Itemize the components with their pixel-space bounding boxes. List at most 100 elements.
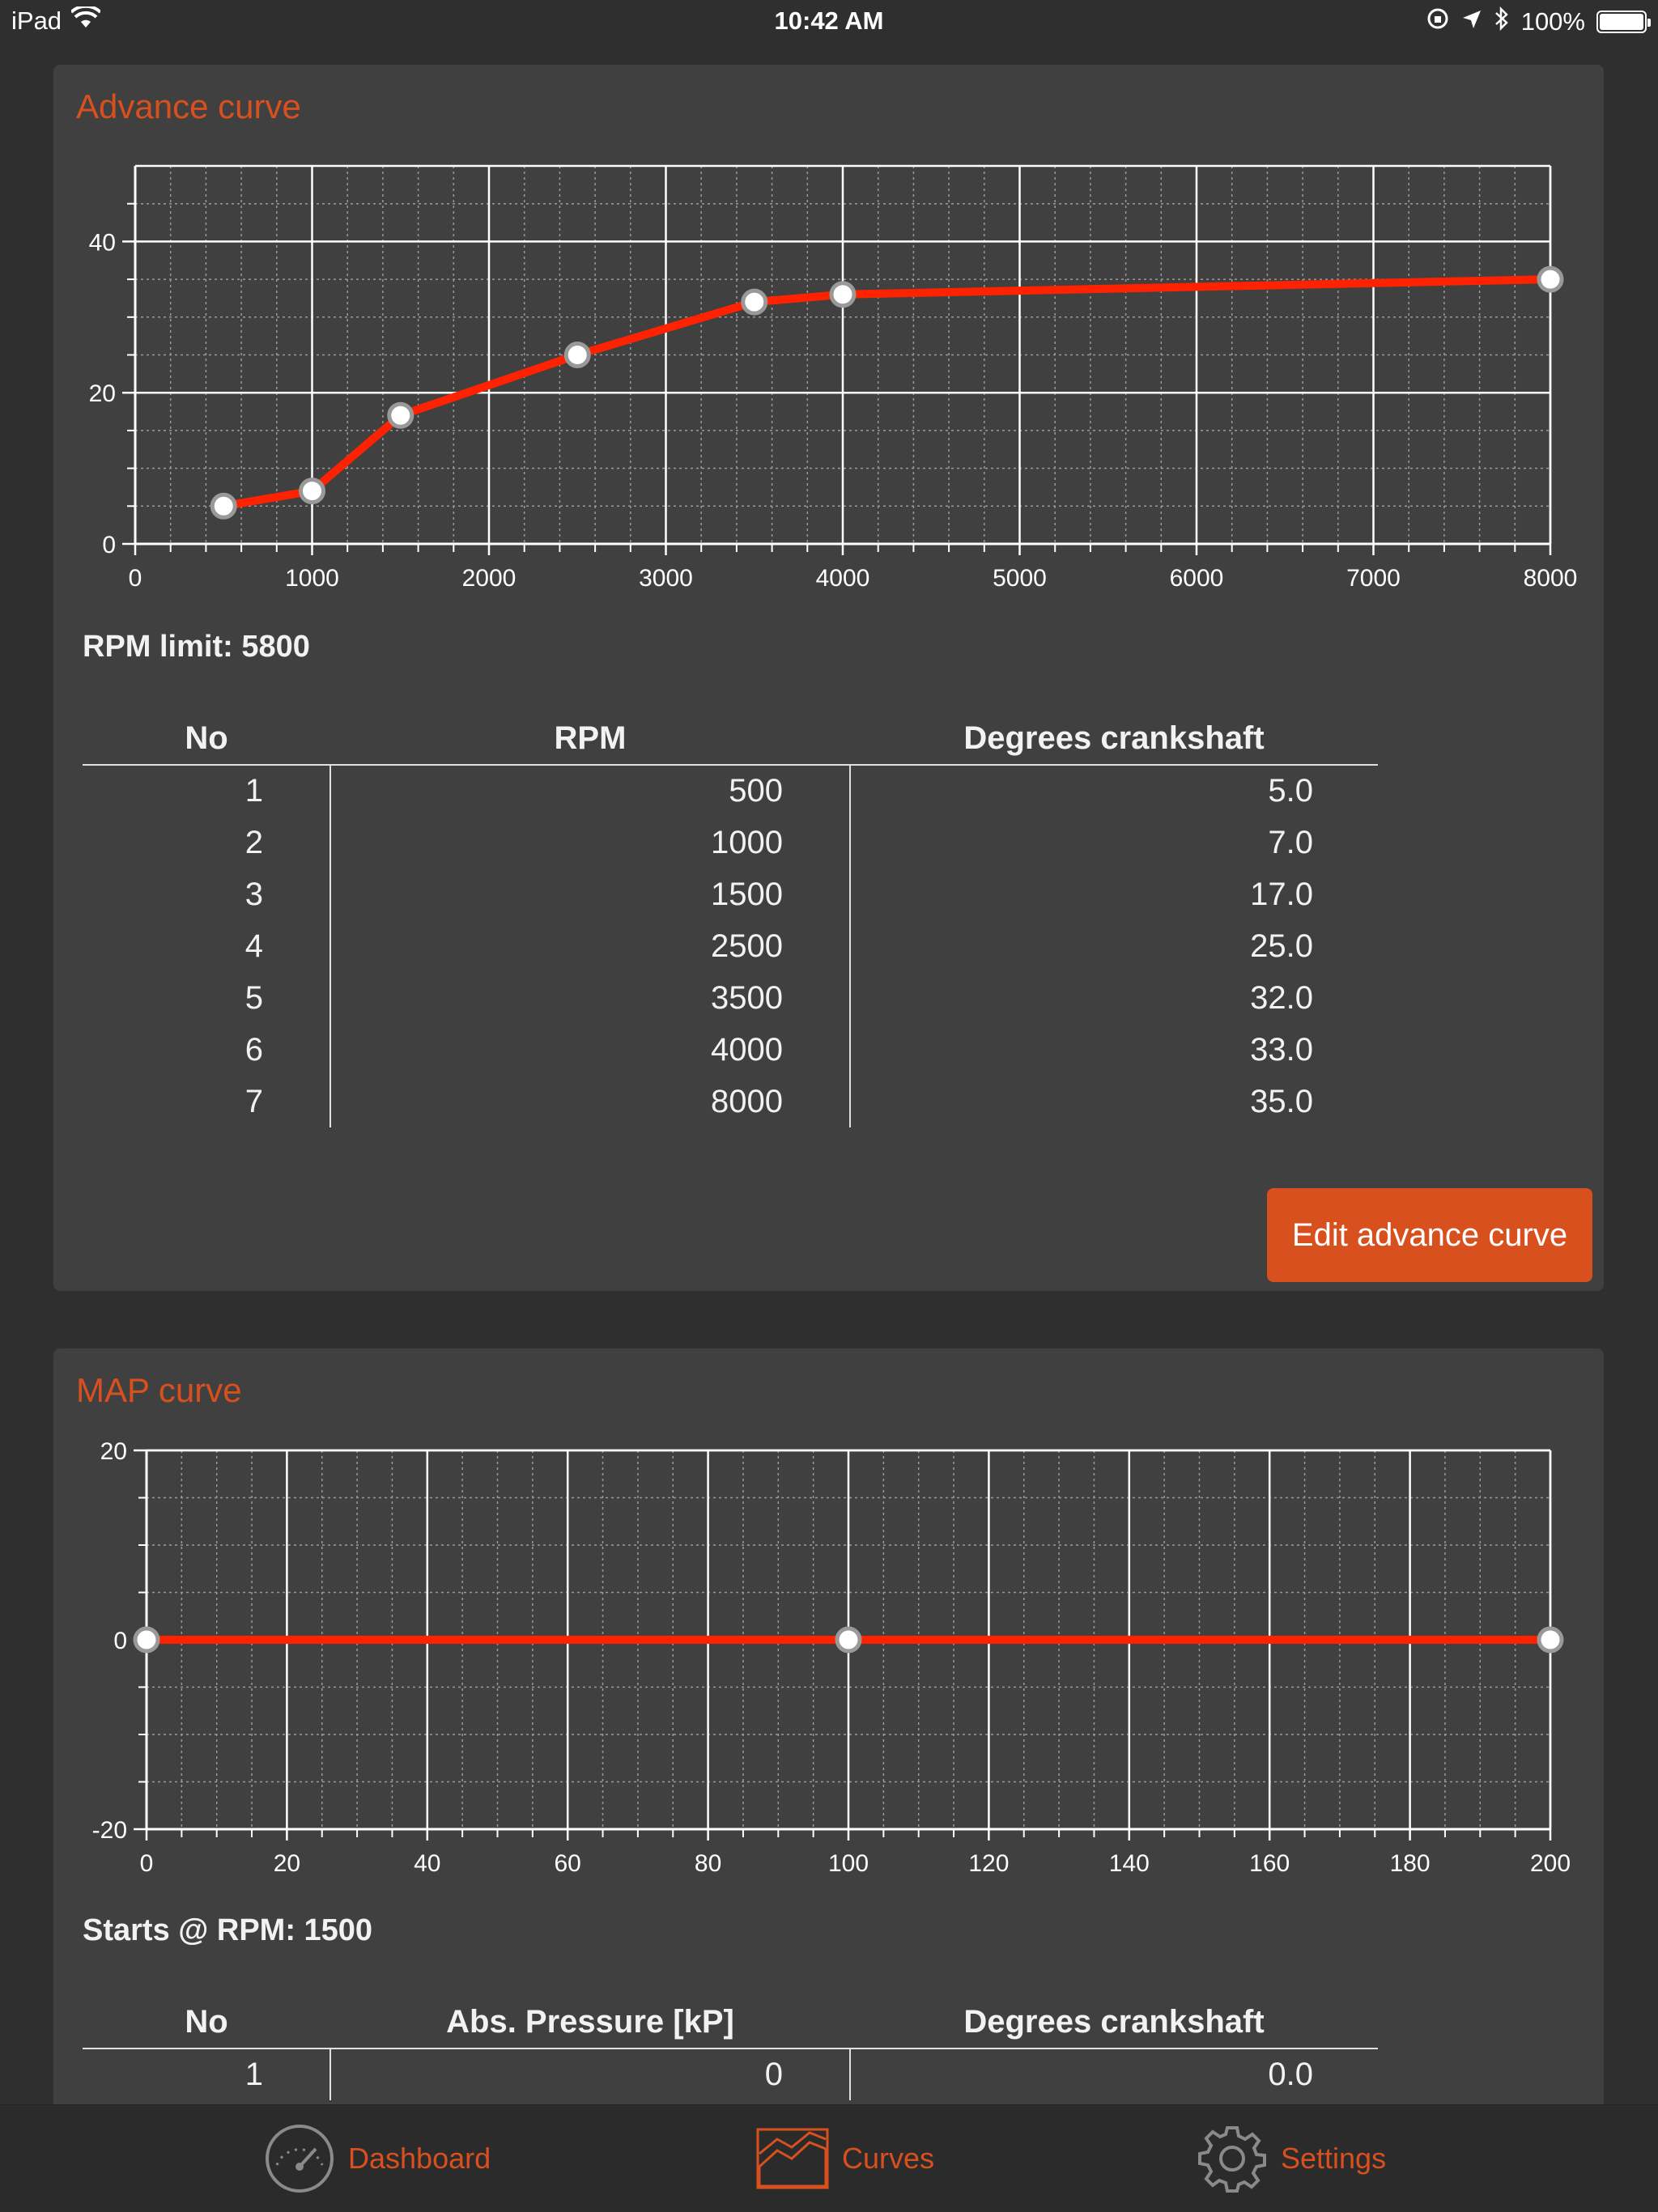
degrees-cell: 32.0: [849, 972, 1378, 1024]
x-tick-label: 100: [828, 1850, 869, 1877]
row-number: 2: [244, 824, 263, 860]
map-curve-title: MAP curve: [76, 1371, 242, 1409]
tab-dashboard[interactable]: Dashboard: [264, 2123, 491, 2194]
x-tick-label: 160: [1249, 1850, 1290, 1877]
x-tick-label: 200: [1530, 1850, 1571, 1877]
x-tick-label: 20: [274, 1850, 300, 1877]
x-tick-label: 3000: [639, 565, 693, 592]
bluetooth-icon: [1494, 6, 1510, 37]
x-tick-label: 140: [1109, 1850, 1150, 1877]
gear-icon: [1197, 2123, 1268, 2194]
data-point: [829, 281, 857, 308]
x-tick-label: 40: [414, 1850, 440, 1877]
row-number: 5: [244, 979, 263, 1016]
data-point: [210, 492, 237, 520]
advance-curve-title: Advance curve: [76, 87, 301, 125]
degrees-cell: 33.0: [849, 1024, 1378, 1076]
y-tick-label: 0: [113, 1628, 127, 1654]
rpm-cell: 1500: [329, 868, 850, 920]
battery-percent: 100%: [1520, 7, 1585, 36]
curve-chart-icon: [756, 2126, 829, 2191]
tab-settings[interactable]: Settings: [1197, 2123, 1386, 2194]
pressure-cell: 0: [329, 2049, 850, 2100]
table-row: 3 1500 17.0: [83, 868, 1378, 920]
data-point: [299, 478, 325, 505]
data-point: [133, 1626, 160, 1654]
row-number: 3: [244, 876, 263, 912]
rotation-lock-icon: [1426, 6, 1450, 37]
x-tick-label: 1000: [285, 565, 339, 592]
column-header-no: No: [83, 1996, 330, 2049]
x-tick-label: 8000: [1524, 565, 1578, 592]
battery-icon: [1596, 11, 1651, 33]
degrees-cell: 5.0: [849, 765, 1378, 817]
x-tick-label: 60: [555, 1850, 581, 1877]
column-header-pressure: Abs. Pressure [kP]: [330, 1996, 850, 2049]
data-point: [1537, 1626, 1564, 1654]
data-point: [1537, 265, 1564, 293]
rpm-cell: 500: [329, 765, 850, 817]
table-row: 7 8000 35.0: [83, 1076, 1378, 1127]
advance-curve-panel: Advance curve 0 1000 2000 3000 4000 5000 6000 7…: [53, 65, 1604, 1291]
degrees-cell: 7.0: [849, 817, 1378, 868]
tab-label-settings: Settings: [1281, 2142, 1387, 2175]
x-tick-label: 4000: [816, 565, 870, 592]
data-point: [563, 342, 591, 368]
row-number: 1: [244, 2057, 263, 2092]
rpm-cell: 8000: [329, 1076, 850, 1127]
map-curve-table: No Abs. Pressure [kP] Degrees crankshaft…: [83, 1996, 1378, 2100]
x-tick-label: 180: [1390, 1850, 1431, 1877]
clock: 10:42 AM: [774, 6, 884, 35]
x-tick-label: 0: [140, 1850, 154, 1877]
degrees-cell: 25.0: [849, 920, 1378, 972]
x-tick-label: 0: [129, 565, 142, 592]
map-curve-chart[interactable]: 0 20 40 60 80 100 120 140 160 180 200 -20 0 20: [53, 1348, 1604, 1915]
y-tick-label: 40: [89, 229, 116, 256]
x-tick-label: 6000: [1170, 565, 1224, 592]
table-row: 4 2500 25.0: [83, 920, 1378, 972]
location-icon: [1461, 7, 1482, 36]
data-point: [835, 1626, 862, 1654]
rpm-limit-label: RPM limit: 5800: [83, 630, 310, 664]
rpm-cell: 3500: [329, 972, 850, 1024]
column-header-rpm: RPM: [330, 712, 850, 766]
speedometer-icon: [264, 2123, 335, 2194]
device-name: iPad: [11, 6, 62, 35]
table-row: 2 1000 7.0: [83, 817, 1378, 868]
degrees-cell: 0.0: [849, 2049, 1378, 2100]
x-tick-label: 5000: [993, 565, 1047, 592]
table-row: 1 0 0.0: [83, 2049, 1378, 2100]
battery-fill: [1600, 14, 1643, 30]
rpm-cell: 1000: [329, 817, 850, 868]
y-tick-label: 20: [100, 1438, 127, 1465]
x-tick-label: 80: [695, 1850, 721, 1877]
status-bar: iPad 10:42 AM 100%: [0, 0, 1658, 47]
tab-bar: Dashboard Curves Settings: [0, 2104, 1658, 2212]
advance-curve-chart[interactable]: 0 1000 2000 3000 4000 5000 6000 7000 8000 0 20 40: [53, 65, 1604, 631]
table-row: 5 3500 32.0: [83, 972, 1378, 1024]
tab-label-dashboard: Dashboard: [348, 2142, 491, 2175]
row-number: 6: [244, 1031, 263, 1068]
y-tick-label: -20: [92, 1817, 127, 1844]
x-tick-label: 2000: [462, 565, 517, 592]
edit-advance-curve-button[interactable]: Edit advance curve: [1267, 1188, 1592, 1282]
starts-at-rpm-label: Starts @ RPM: 1500: [83, 1913, 373, 1947]
data-point: [741, 288, 768, 316]
degrees-cell: 35.0: [849, 1076, 1378, 1127]
tab-curves[interactable]: Curves: [756, 2123, 934, 2194]
advance-curve-table: No RPM Degrees crankshaft 1 500 5.0 2 10…: [83, 712, 1378, 1127]
degrees-cell: 17.0: [849, 868, 1378, 920]
rpm-cell: 4000: [329, 1024, 850, 1076]
column-header-degrees: Degrees crankshaft: [850, 1996, 1378, 2049]
row-number: 1: [244, 773, 263, 809]
row-number: 7: [244, 1083, 263, 1119]
data-point: [387, 401, 414, 429]
table-row: 6 4000 33.0: [83, 1024, 1378, 1076]
column-header-no: No: [83, 712, 330, 766]
x-tick-label: 120: [968, 1850, 1009, 1877]
x-tick-label: 7000: [1346, 565, 1401, 592]
column-header-degrees: Degrees crankshaft: [850, 712, 1378, 766]
map-curve-panel: MAP curve 0 20 40 60 80 100 120 140 160 180 200 -20…: [53, 1348, 1604, 2158]
tab-label-curves: Curves: [842, 2142, 935, 2175]
y-tick-label: 0: [102, 532, 116, 558]
